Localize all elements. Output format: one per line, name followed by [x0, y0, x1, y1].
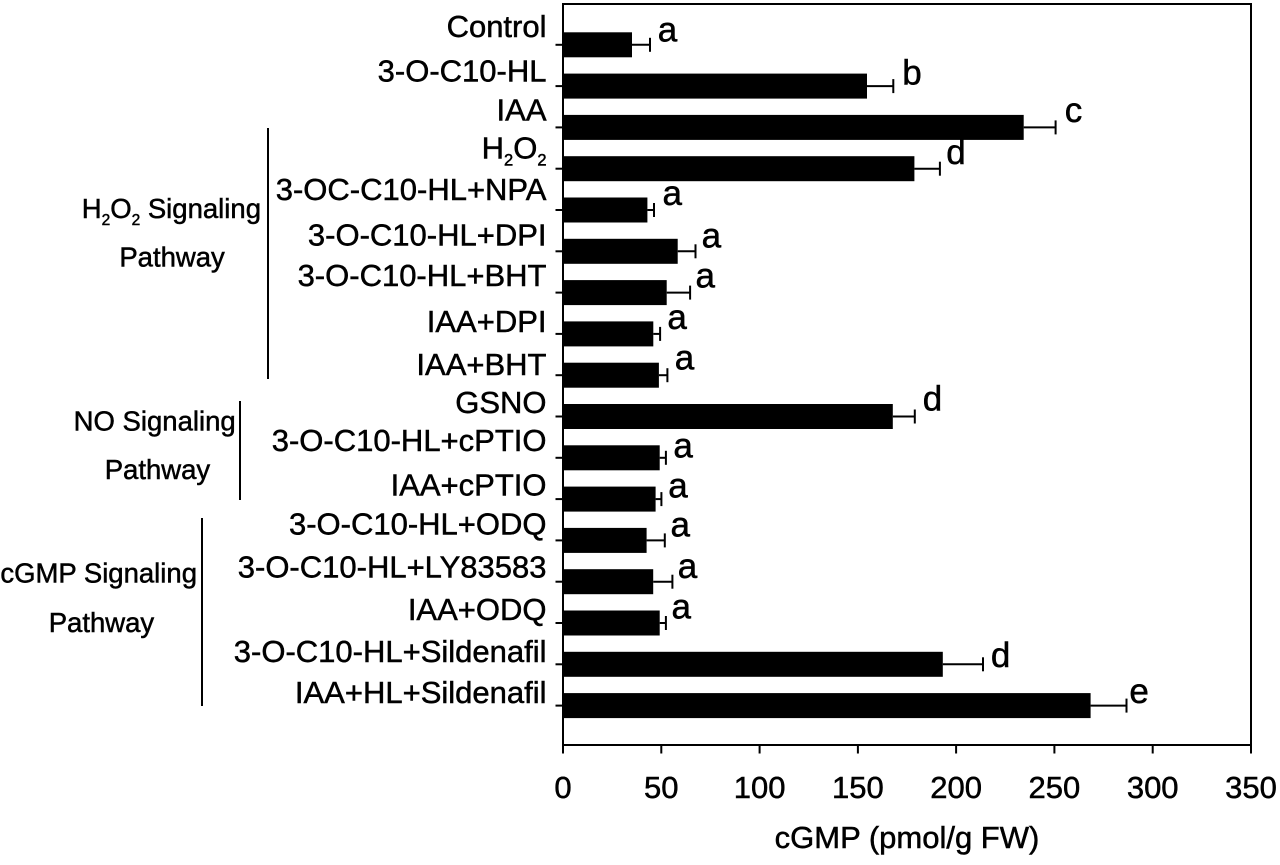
svg-text:350: 350 [1225, 770, 1277, 805]
svg-text:a: a [696, 257, 716, 296]
svg-text:3-O-C10-HL: 3-O-C10-HL [378, 54, 547, 89]
svg-text:300: 300 [1127, 770, 1179, 805]
svg-text:IAA+ODQ: IAA+ODQ [408, 592, 547, 627]
svg-text:IAA+cPTIO: IAA+cPTIO [391, 468, 547, 503]
svg-text:0: 0 [554, 770, 571, 805]
svg-text:c: c [1065, 91, 1083, 130]
svg-text:3-O-C10-HL+BHT: 3-O-C10-HL+BHT [298, 258, 547, 293]
svg-text:Pathway: Pathway [49, 607, 155, 638]
svg-text:a: a [671, 506, 691, 545]
svg-text:GSNO: GSNO [455, 385, 546, 420]
svg-text:3-O-C10-HL+LY83583: 3-O-C10-HL+LY83583 [238, 550, 547, 585]
svg-text:a: a [673, 427, 693, 466]
svg-text:150: 150 [832, 770, 884, 805]
svg-text:cGMP (pmol/g FW): cGMP (pmol/g FW) [775, 820, 1040, 855]
svg-text:e: e [1129, 672, 1148, 711]
svg-text:3-O-C10-HL+DPI: 3-O-C10-HL+DPI [308, 218, 547, 253]
svg-text:a: a [667, 298, 687, 337]
svg-text:Pathway: Pathway [105, 454, 211, 485]
svg-text:NO Signaling: NO Signaling [74, 405, 236, 436]
svg-text:IAA+DPI: IAA+DPI [427, 304, 547, 339]
svg-text:a: a [672, 588, 692, 627]
svg-text:a: a [663, 174, 683, 213]
svg-text:Control: Control [447, 9, 547, 44]
svg-text:d: d [946, 133, 965, 172]
svg-text:a: a [678, 547, 698, 586]
svg-text:a: a [668, 466, 688, 505]
svg-text:3-O-C10-HL+cPTIO: 3-O-C10-HL+cPTIO [272, 423, 547, 458]
svg-text:IAA+HL+Sildenafil: IAA+HL+Sildenafil [295, 675, 547, 710]
svg-text:200: 200 [930, 770, 982, 805]
svg-text:250: 250 [1029, 770, 1081, 805]
svg-text:H2O2: H2O2 [482, 130, 547, 169]
svg-text:a: a [658, 10, 678, 49]
svg-text:Pathway: Pathway [119, 241, 225, 272]
svg-text:H2O2 Signaling: H2O2 Signaling [82, 193, 261, 229]
svg-text:IAA: IAA [497, 92, 547, 127]
svg-text:50: 50 [644, 770, 678, 805]
svg-text:IAA+BHT: IAA+BHT [416, 347, 546, 382]
svg-text:3-OC-C10-HL+NPA: 3-OC-C10-HL+NPA [276, 172, 547, 207]
svg-text:cGMP Signaling: cGMP Signaling [0, 558, 197, 589]
svg-text:d: d [991, 636, 1010, 675]
svg-text:a: a [675, 338, 695, 377]
svg-text:3-O-C10-HL+Sildenafil: 3-O-C10-HL+Sildenafil [234, 634, 547, 669]
svg-text:3-O-C10-HL+ODQ: 3-O-C10-HL+ODQ [289, 507, 547, 542]
svg-text:d: d [923, 380, 942, 419]
svg-text:a: a [702, 216, 722, 255]
svg-text:100: 100 [734, 770, 786, 805]
svg-text:b: b [902, 54, 921, 93]
